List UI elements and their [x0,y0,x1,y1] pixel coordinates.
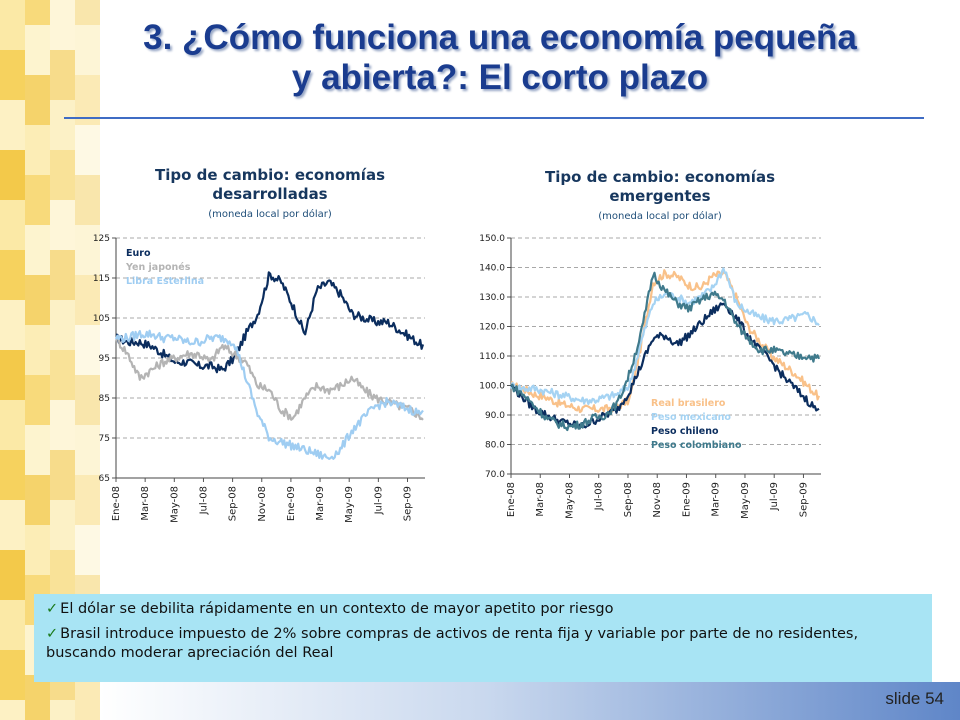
x-tick-label: Jul-09 [769,482,780,511]
x-tick-label: Mar-08 [140,486,151,521]
legend-label: Peso chileno [651,426,719,437]
x-tick-label: May-08 [169,486,180,523]
y-tick-label: 140.0 [479,264,505,274]
y-tick-label: 70.0 [485,470,505,480]
x-tick-label: Sep-09 [403,486,414,521]
legend-label: Euro [126,248,151,259]
chart-developed-title: Tipo de cambio: economías desarrolladas [120,166,420,204]
x-tick-label: Sep-08 [228,486,239,521]
y-tick-label: 130.0 [479,293,505,303]
legend-label: Yen japonés [125,262,191,273]
note-text-1: El dólar se debilita rápidamente en un c… [60,601,614,617]
note-item-2: ✓ Brasil introduce impuesto de 2% sobre c… [46,625,924,663]
x-tick-label: Nov-08 [257,486,268,522]
y-tick-label: 150.0 [479,234,505,244]
checkmark-icon: ✓ [46,626,59,642]
chart-emerging-title-line1: Tipo de cambio: economías [545,168,775,186]
slide-title-line2: y abierta?: El corto plazo [291,58,709,97]
chart-developed-subtitle: (moneda local por dólar) [208,209,332,220]
series-line-3 [510,302,820,430]
series-line-1 [115,271,425,374]
x-tick-label: May-09 [344,486,355,523]
x-tick-label: May-09 [740,482,751,519]
legend-label: Peso colombiano [651,440,742,451]
series-line-2 [509,267,820,406]
x-tick-label: Nov-08 [652,482,663,518]
legend-label: Libra Esterlina [126,276,204,287]
x-tick-label: Ene-08 [111,486,122,521]
footer-bar [100,682,960,720]
x-tick-label: Jul-08 [594,482,605,511]
x-tick-label: Mar-08 [535,482,546,517]
y-tick-label: 105 [93,314,110,324]
y-tick-label: 80.0 [485,441,505,451]
x-tick-label: Jul-09 [373,486,384,515]
note-text-2: Brasil introduce impuesto de 2% sobre co… [46,626,859,661]
y-tick-label: 65 [99,474,110,484]
chart-developed-title-line2: desarrolladas [212,185,328,203]
chart-developed-title-line1: Tipo de cambio: economías [155,166,385,184]
checkmark-icon: ✓ [46,601,59,617]
chart-developed: 65 75 85 95 105 115 125 Ene-08 Mar-08 May-08 Jul-0… [93,234,425,523]
legend-label: Real brasilero [651,398,726,409]
legend-label: Peso mexicano [651,412,731,423]
series-line-4 [510,271,821,432]
x-tick-label: Mar-09 [711,482,722,517]
slide-title-line1: 3. ¿Cómo funciona una economía pequeña [143,18,857,57]
slide-number: slide 54 [885,689,944,708]
y-tick-label: 110.0 [479,352,505,362]
y-tick-label: 95 [99,354,110,364]
x-tick-label: Sep-09 [798,482,809,517]
y-tick-label: 115 [93,274,110,284]
x-tick-label: Ene-09 [286,486,297,521]
x-tick-label: Jul-08 [198,486,209,515]
y-tick-label: 90.0 [485,411,505,421]
title-divider [64,117,924,119]
chart-emerging-subtitle: (moneda local por dólar) [598,211,722,222]
y-tick-label: 100.0 [479,382,505,392]
x-tick-label: May-08 [564,482,575,519]
x-tick-label: Ene-08 [506,482,517,517]
x-tick-label: Mar-09 [315,486,326,521]
series-line-2 [114,335,424,421]
y-tick-label: 120.0 [479,323,505,333]
chart-emerging-title: Tipo de cambio: economías emergentes [490,168,830,206]
slide-title: 3. ¿Cómo funciona una economía pequeña y… [60,18,940,98]
y-tick-label: 75 [99,434,110,444]
y-tick-label: 85 [99,394,110,404]
notes-box: ✓ El dólar se debilita rápidamente en un … [34,594,932,682]
x-tick-label: Ene-09 [681,482,692,517]
note-item-1: ✓ El dólar se debilita rápidamente en un … [46,600,924,619]
chart-emerging: 70.0 80.0 90.0 100.0 110.0 120.0 130.0 140.0 150… [479,234,821,519]
y-tick-label: 125 [93,234,110,244]
series-line-3 [114,329,424,460]
x-tick-label: Sep-08 [623,482,634,517]
chart-emerging-title-line2: emergentes [609,187,711,205]
